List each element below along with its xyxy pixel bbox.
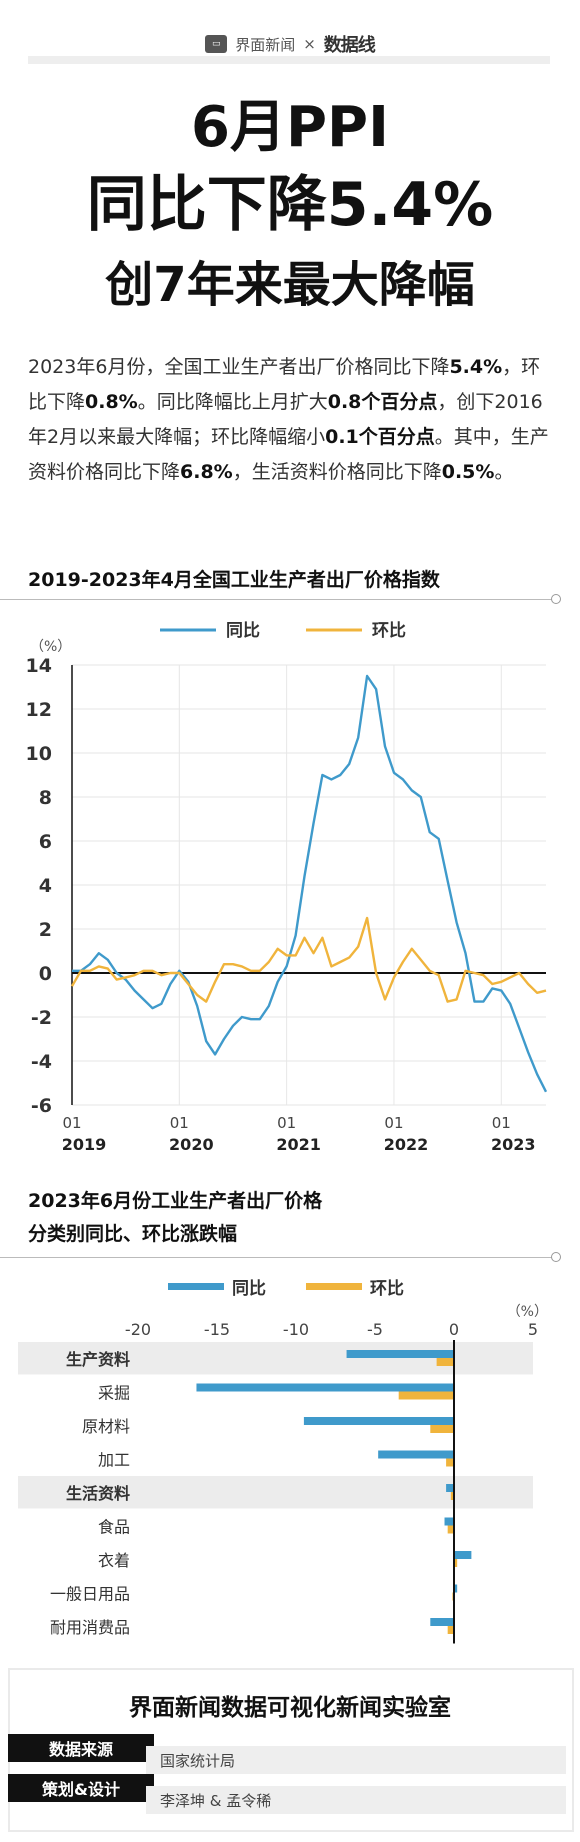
- divider-end-dot-icon: [551, 594, 561, 604]
- brand-jiemian: 界面新闻: [235, 35, 296, 54]
- bar-mom: [446, 1458, 454, 1467]
- x-tick-label: -15: [204, 1320, 230, 1339]
- brand-header: ▭ 界面新闻 × 数据线: [0, 24, 580, 64]
- bar-mom: [450, 1492, 454, 1500]
- x-tick-label: -10: [283, 1320, 309, 1339]
- bar-yoy: [430, 1618, 454, 1626]
- x-tick-month: 01: [62, 1114, 81, 1132]
- y-tick-label: 6: [39, 831, 52, 853]
- x-tick-label: -5: [367, 1320, 383, 1339]
- headline-line-3: 创7年来最大降幅: [105, 257, 475, 313]
- bar-yoy: [196, 1383, 454, 1392]
- brand-datawire-logo: 数据线: [323, 35, 376, 56]
- category-label: 原材料: [82, 1417, 130, 1436]
- footer-design-label: 策划&设计: [8, 1774, 154, 1802]
- legend-label-yoy: 同比: [226, 620, 260, 641]
- x-tick-label: -20: [125, 1320, 151, 1339]
- series-line-mom: [70, 916, 547, 1003]
- category-label: 食品: [98, 1517, 130, 1536]
- line-chart-divider: [0, 599, 552, 600]
- top-divider-bar: [28, 56, 550, 64]
- bar-yoy: [454, 1551, 472, 1559]
- group-label: 生活资料: [66, 1484, 130, 1503]
- x-tick-month: 01: [277, 1114, 296, 1132]
- bar-mom: [436, 1358, 454, 1366]
- bar-chart-title-line-2: 分类别同比、环比涨跌幅: [28, 1223, 238, 1245]
- series-line-yoy: [72, 674, 548, 1093]
- legend-swatch-mom: [306, 1283, 362, 1290]
- x-tick-month: 01: [170, 1114, 189, 1132]
- bar-chart-divider: [0, 1257, 552, 1258]
- footer-source-label: 数据来源: [8, 1734, 154, 1762]
- intro-paragraph: 2023年6月份，全国工业生产者出厂价格同比下降5.4%，环比下降0.8%。同比…: [28, 356, 549, 483]
- bar-yoy: [454, 1584, 458, 1593]
- y-tick-label: 14: [26, 655, 52, 677]
- bar-yoy: [378, 1450, 454, 1459]
- x-tick-year: 2023: [491, 1135, 536, 1154]
- x-tick-label: 5: [528, 1320, 538, 1339]
- bar-yoy: [346, 1350, 454, 1358]
- x-tick-year: 2022: [384, 1135, 429, 1154]
- brand-separator: ×: [303, 35, 316, 53]
- headline-line-1: 6月PPI: [191, 95, 389, 160]
- category-label: 一般日用品: [50, 1584, 130, 1603]
- y-tick-label: 4: [39, 875, 52, 897]
- y-tick-label: -6: [31, 1095, 52, 1117]
- y-axis-unit: （%）: [30, 639, 71, 655]
- footer-design-value: 李泽坤 & 孟令稀: [146, 1786, 566, 1814]
- bar-yoy: [444, 1517, 454, 1526]
- category-label: 采掘: [98, 1383, 130, 1402]
- bar-mom: [447, 1626, 454, 1634]
- y-tick-label: 0: [39, 963, 52, 985]
- bar-mom: [398, 1391, 454, 1400]
- y-tick-label: 12: [26, 699, 52, 721]
- legend-label-mom: 环比: [370, 1278, 404, 1299]
- group-band: [18, 1476, 533, 1509]
- bar-mom: [447, 1525, 454, 1534]
- category-label: 衣着: [98, 1551, 130, 1570]
- category-label: 耐用消费品: [50, 1618, 130, 1637]
- bar-chart-title-line-1: 2023年6月份工业生产者出厂价格: [28, 1190, 323, 1212]
- legend-label-mom: 环比: [372, 620, 406, 641]
- group-label: 生产资料: [66, 1350, 130, 1369]
- x-axis-unit: （%）: [507, 1304, 548, 1320]
- legend-swatch-yoy: [168, 1283, 224, 1290]
- bar-mom: [430, 1425, 454, 1433]
- y-tick-label: -4: [31, 1051, 52, 1073]
- legend-label-yoy: 同比: [232, 1278, 266, 1299]
- bar-mom: [454, 1559, 458, 1567]
- divider-end-dot-icon: [551, 1252, 561, 1262]
- x-tick-label: 0: [449, 1320, 459, 1339]
- y-tick-label: 2: [39, 919, 52, 941]
- x-tick-year: 2019: [62, 1135, 107, 1154]
- line-chart-title: 2019-2023年4月全国工业生产者出厂价格指数: [28, 569, 440, 591]
- line-chart: 同比 环比 （%）14 12 10 8 6 4 2 0 -2 -4 -6 01 2019 01 2020 01 20…: [26, 620, 548, 1154]
- bar-yoy: [446, 1484, 454, 1492]
- y-tick-label: -2: [31, 1007, 52, 1029]
- y-tick-label: 8: [39, 787, 52, 809]
- footer-title: 界面新闻数据可视化新闻实验室: [129, 1695, 451, 1721]
- bar-yoy: [303, 1417, 454, 1425]
- category-label: 加工: [98, 1450, 130, 1469]
- footer-source-value: 国家统计局: [146, 1746, 566, 1774]
- x-tick-month: 01: [492, 1114, 511, 1132]
- x-tick-month: 01: [384, 1114, 403, 1132]
- jiemian-logo-icon: ▭: [205, 35, 228, 53]
- x-tick-year: 2021: [276, 1135, 321, 1154]
- x-tick-year: 2020: [169, 1135, 214, 1154]
- bar-chart: 同比 环比 （%） -20 -15 -10 -5 0 5 生产资料采掘原材料加工生活资料食品衣着一…: [18, 1278, 548, 1644]
- headline-line-2: 同比下降5.4%: [86, 170, 494, 240]
- y-tick-label: 10: [26, 743, 52, 765]
